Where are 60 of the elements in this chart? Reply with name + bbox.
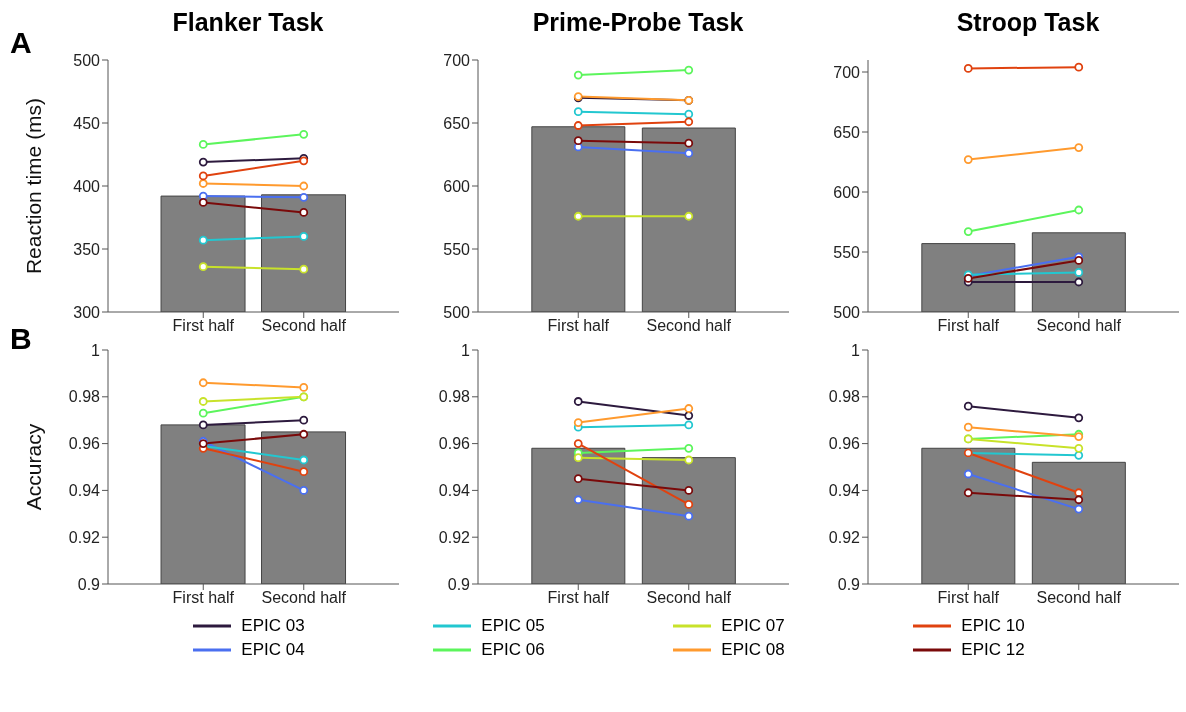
y-axis-title: Reaction time (ms): [22, 97, 46, 275]
y-tick-label: 600: [833, 183, 861, 201]
y-tick-label: 0.92: [828, 528, 861, 546]
legend-label: EPIC 05: [481, 616, 545, 636]
y-tick-label: 0.98: [438, 388, 471, 406]
x-tick-label: Second half: [1036, 317, 1122, 335]
chart-title: Prime-Probe Task: [531, 8, 745, 38]
legend-label: EPIC 07: [721, 616, 785, 636]
y-tick-label: 0.98: [828, 388, 861, 406]
y-tick-label: 0.96: [438, 435, 471, 453]
y-tick-label: 1: [851, 341, 861, 359]
y-tick-label: 0.94: [438, 482, 471, 500]
chart-title: Stroop Task: [955, 8, 1101, 38]
x-tick-label: First half: [172, 589, 235, 607]
x-tick-label: First half: [172, 317, 235, 335]
chart-title: Flanker Task: [172, 8, 324, 36]
y-tick-label: 1: [91, 341, 101, 359]
x-tick-label: Second half: [646, 589, 732, 607]
x-tick-label: Second half: [646, 317, 732, 335]
y-tick-label: 0.96: [68, 435, 101, 453]
y-tick-label: 350: [73, 240, 101, 258]
y-tick-label: 0.94: [828, 482, 861, 500]
y-tick-label: 500: [73, 51, 101, 69]
y-tick-label: 550: [443, 240, 471, 258]
y-tick-label: 450: [73, 114, 101, 132]
legend-label: EPIC 08: [721, 640, 785, 660]
x-tick-label: First half: [937, 589, 1000, 607]
y-tick-label: 400: [73, 177, 101, 195]
x-tick-label: Second half: [261, 589, 347, 607]
y-tick-label: 650: [833, 123, 861, 141]
y-axis-title: Accuracy: [22, 423, 46, 511]
x-tick-label: Second half: [1036, 589, 1122, 607]
y-tick-label: 0.9: [447, 575, 471, 593]
y-tick-label: 650: [443, 114, 471, 132]
y-tick-label: 550: [833, 243, 861, 261]
legend-label: EPIC 03: [241, 616, 305, 636]
legend-label: EPIC 04: [241, 640, 305, 660]
y-tick-label: 1: [461, 341, 471, 359]
y-tick-label: 500: [443, 303, 471, 321]
y-tick-label: 700: [833, 63, 861, 81]
y-tick-label: 0.94: [68, 482, 101, 500]
text: B: [10, 322, 32, 356]
y-tick-label: 0.9: [837, 575, 861, 593]
y-tick-label: 700: [443, 51, 471, 69]
y-tick-label: 0.92: [68, 528, 101, 546]
x-tick-label: First half: [937, 317, 1000, 335]
y-tick-label: 0.98: [68, 388, 101, 406]
legend-label: EPIC 06: [481, 640, 545, 660]
y-tick-label: 0.92: [438, 528, 471, 546]
x-tick-label: First half: [547, 589, 610, 607]
legend-label: EPIC 10: [961, 616, 1025, 636]
text: A: [10, 26, 32, 60]
x-tick-label: First half: [547, 317, 610, 335]
y-tick-label: 0.9: [77, 575, 101, 593]
y-tick-label: 0.96: [828, 435, 861, 453]
legend-label: EPIC 12: [961, 640, 1025, 660]
y-tick-label: 500: [833, 303, 861, 321]
x-tick-label: Second half: [261, 317, 347, 335]
y-tick-label: 600: [443, 177, 471, 195]
y-tick-label: 300: [73, 303, 101, 321]
